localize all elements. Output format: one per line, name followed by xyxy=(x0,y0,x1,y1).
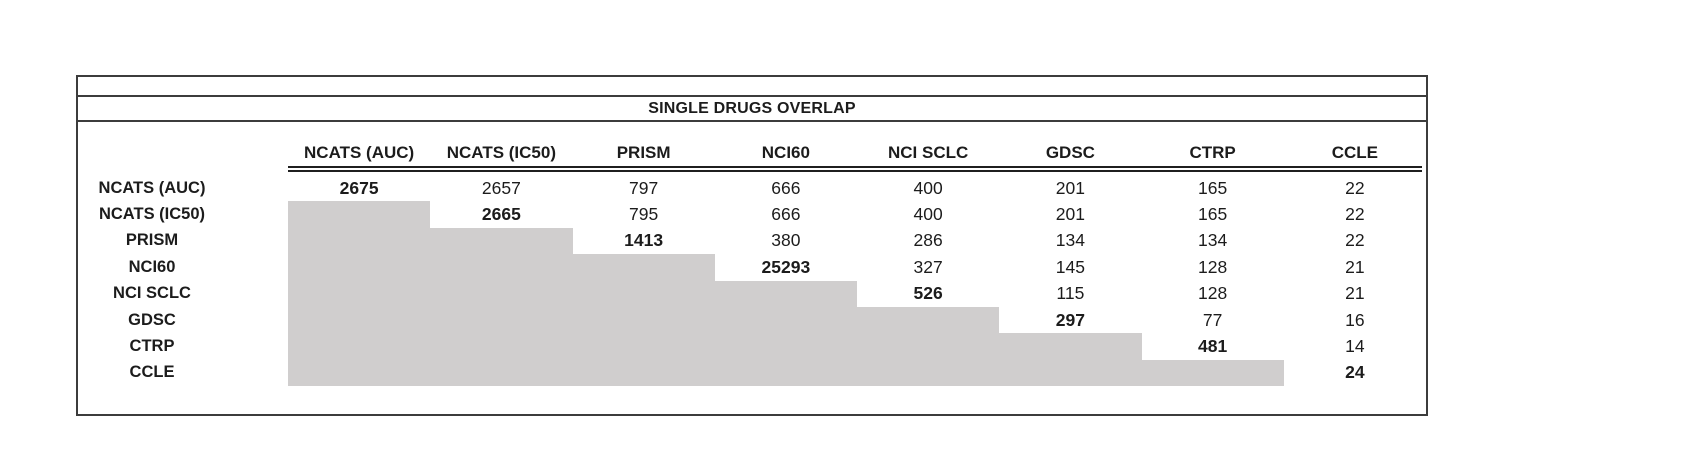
row-label: CCLE xyxy=(129,363,175,382)
matrix-cell: 2657 xyxy=(481,177,521,198)
table-row: NCI SCLC 526 115 128 21 xyxy=(78,280,1426,307)
column-header: NCATS (IC50) xyxy=(446,142,556,162)
shaded-cell xyxy=(714,359,857,387)
shaded-cell xyxy=(430,254,573,281)
row-label: NCATS (AUC) xyxy=(98,178,206,197)
shaded-cell xyxy=(288,201,431,228)
matrix-cell: 22 xyxy=(1345,177,1365,198)
matrix-cell: 526 xyxy=(913,283,943,304)
column-header: GDSC xyxy=(1045,142,1095,162)
shaded-cell xyxy=(430,333,573,360)
shaded-cell xyxy=(572,359,715,387)
matrix-cell: 145 xyxy=(1055,256,1085,277)
table-row: NCI60 25293 327 145 128 21 xyxy=(78,254,1426,281)
matrix-cell: 165 xyxy=(1198,204,1228,225)
shaded-cell xyxy=(430,359,573,387)
matrix-cell: 25293 xyxy=(761,256,811,277)
shaded-cell xyxy=(430,280,573,307)
table-top-strip xyxy=(78,77,1426,97)
shaded-cell xyxy=(572,306,715,334)
row-label: CTRP xyxy=(129,337,175,356)
matrix-cell: 165 xyxy=(1198,177,1228,198)
row-label: NCATS (IC50) xyxy=(98,205,206,224)
matrix-cell: 666 xyxy=(771,204,801,225)
matrix-cell: 24 xyxy=(1345,362,1365,383)
shaded-cell xyxy=(714,280,857,307)
matrix-body: NCATS (AUC) 2675 2657 797 666 400 201 165 22 NCAT… xyxy=(78,175,1426,387)
matrix-cell: 380 xyxy=(771,230,801,251)
shaded-cell xyxy=(572,333,715,360)
shaded-cell xyxy=(288,254,431,281)
table-title: SINGLE DRUGS OVERLAP xyxy=(78,97,1426,122)
shaded-cell xyxy=(288,333,431,360)
column-header: CCLE xyxy=(1331,142,1379,162)
matrix-cell: 21 xyxy=(1345,283,1365,304)
matrix-cell: 400 xyxy=(913,177,943,198)
shaded-cell xyxy=(1141,359,1284,387)
matrix-cell: 481 xyxy=(1198,336,1228,357)
table-row: NCATS (AUC) 2675 2657 797 666 400 201 165 22 xyxy=(78,175,1426,201)
overlap-table: SINGLE DRUGS OVERLAP NCATS (AUC) NCATS (I… xyxy=(76,75,1428,416)
shaded-cell xyxy=(430,227,573,255)
table-row: CTRP 481 14 xyxy=(78,333,1426,360)
row-label: GDSC xyxy=(128,310,176,329)
matrix-cell: 128 xyxy=(1198,283,1228,304)
matrix-cell: 795 xyxy=(629,204,659,225)
shaded-cell xyxy=(714,333,857,360)
column-header: NCATS (AUC) xyxy=(304,142,415,162)
shaded-cell xyxy=(430,306,573,334)
matrix-cell: 400 xyxy=(913,204,943,225)
shaded-cell xyxy=(999,333,1142,360)
matrix-cell: 22 xyxy=(1345,230,1365,251)
column-header: CTRP xyxy=(1189,142,1236,162)
shaded-cell xyxy=(857,306,1000,334)
row-label: PRISM xyxy=(125,231,179,250)
header-double-rule xyxy=(288,166,1422,172)
row-label: NCI60 xyxy=(128,257,176,276)
matrix-cell: 297 xyxy=(1055,309,1085,330)
matrix-cell: 286 xyxy=(913,230,943,251)
shaded-cell xyxy=(288,227,431,255)
matrix-cell: 201 xyxy=(1055,177,1085,198)
matrix-cell: 2675 xyxy=(339,177,379,198)
column-header-row: NCATS (AUC) NCATS (IC50) PRISM NCI60 NCI SCL… xyxy=(78,139,1426,166)
table-row: CCLE 24 xyxy=(78,359,1426,387)
matrix-cell: 21 xyxy=(1345,256,1365,277)
shaded-cell xyxy=(714,306,857,334)
matrix-cell: 327 xyxy=(913,256,943,277)
matrix-cell: 666 xyxy=(771,177,801,198)
column-header: NCI60 xyxy=(761,142,810,162)
column-header: NCI SCLC xyxy=(887,142,969,162)
table-row: NCATS (IC50) 2665 795 666 400 201 165 22 xyxy=(78,201,1426,228)
shaded-cell xyxy=(288,280,431,307)
matrix-cell: 22 xyxy=(1345,204,1365,225)
column-header: PRISM xyxy=(616,142,671,162)
matrix-cell: 1413 xyxy=(624,230,664,251)
shaded-cell xyxy=(999,359,1142,387)
matrix-cell: 797 xyxy=(629,177,659,198)
shaded-cell xyxy=(288,306,431,334)
shaded-cell xyxy=(572,280,715,307)
matrix-cell: 77 xyxy=(1202,309,1223,330)
matrix-cell: 2665 xyxy=(481,204,521,225)
row-label: NCI SCLC xyxy=(113,284,191,303)
matrix-cell: 14 xyxy=(1345,336,1365,357)
shaded-cell xyxy=(572,254,715,281)
table-row: PRISM 1413 380 286 134 134 22 xyxy=(78,227,1426,255)
shaded-cell xyxy=(857,359,1000,387)
matrix-cell: 115 xyxy=(1056,283,1085,304)
matrix-cell: 134 xyxy=(1198,230,1228,251)
matrix-cell: 128 xyxy=(1198,256,1228,277)
table-row: GDSC 297 77 16 xyxy=(78,306,1426,334)
shaded-cell xyxy=(857,333,1000,360)
matrix-cell: 201 xyxy=(1055,204,1085,225)
matrix-cell: 134 xyxy=(1055,230,1085,251)
matrix-cell: 16 xyxy=(1345,309,1365,330)
shaded-cell xyxy=(288,359,431,387)
